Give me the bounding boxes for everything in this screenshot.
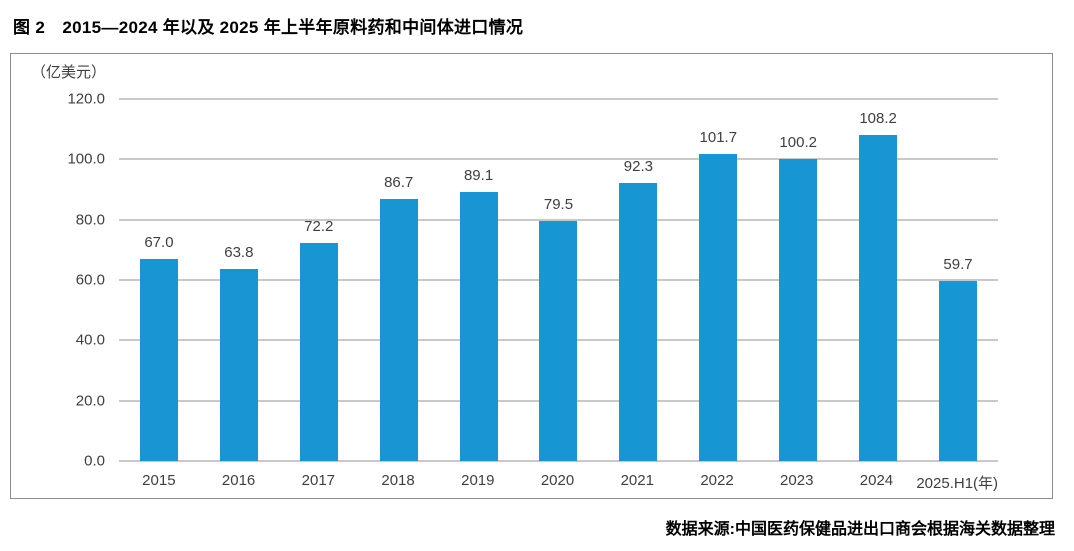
bar xyxy=(539,221,578,461)
bar-slot: 108.2 xyxy=(838,99,918,461)
x-tick-label: 2019 xyxy=(461,472,495,489)
bar xyxy=(699,154,738,461)
plot-area: 67.0 63.8 72.2 86.7 89.1 79.5 92.3 101.7 100.2 10… xyxy=(119,98,998,462)
y-tick-label: 40.0 xyxy=(75,331,105,349)
x-tick-label: 2024 xyxy=(859,472,894,489)
bar-slot: 72.2 xyxy=(279,99,359,461)
bar-slot: 101.7 xyxy=(678,99,758,461)
y-tick-label: 20.0 xyxy=(75,392,105,410)
y-axis: 0.0 20.0 40.0 60.0 80.0 100.0 120.0 xyxy=(11,91,110,470)
x-tick-label: 2025.H1(年) xyxy=(916,475,999,492)
bar-value-label: 86.7 xyxy=(384,174,414,192)
bar-value-label: 89.1 xyxy=(463,167,494,185)
bar-slot: 67.0 xyxy=(119,99,199,461)
bar xyxy=(779,158,818,461)
bar-value-label: 67.0 xyxy=(144,233,174,251)
x-tick-label: 2021 xyxy=(620,472,654,489)
gridline xyxy=(119,218,998,221)
x-tick-label: 2022 xyxy=(700,472,734,489)
y-tick-label: 100.0 xyxy=(67,150,105,168)
x-tick-label: 2023 xyxy=(780,472,814,489)
x-tick-label: 2016 xyxy=(221,472,256,489)
bar-value-label: 108.2 xyxy=(859,109,897,127)
bar xyxy=(219,268,258,461)
y-tick-label: 60.0 xyxy=(75,271,105,289)
bar xyxy=(939,280,978,461)
bar-value-label: 92.3 xyxy=(623,157,653,175)
x-tick-label: 2018 xyxy=(381,472,415,489)
bar xyxy=(619,182,658,461)
figure-title: 图 2 2015—2024 年以及 2025 年上半年原料药和中间体进口情况 xyxy=(13,18,524,37)
y-axis-unit-label: （亿美元） xyxy=(31,64,107,81)
bar xyxy=(379,199,418,461)
chart-panel: （亿美元） 0.0 20.0 40.0 60.0 80.0 100.0 120.0 67.0… xyxy=(10,53,1053,499)
bar-slot: 89.1 xyxy=(439,99,519,461)
gridline xyxy=(119,98,998,100)
bar xyxy=(859,134,898,461)
bars-row: 67.0 63.8 72.2 86.7 89.1 79.5 92.3 101.7 100.2 10… xyxy=(119,99,998,461)
x-tick-label: 2020 xyxy=(540,472,575,489)
x-axis: 2015 2016 2017 2018 2019 2020 2021 2022 2023 2024… xyxy=(119,472,998,493)
bar-value-label: 79.5 xyxy=(543,196,574,214)
bar xyxy=(299,243,338,461)
gridline xyxy=(119,460,998,462)
bar-value-label: 72.2 xyxy=(304,218,334,236)
bar-slot: 92.3 xyxy=(598,99,678,461)
bar-slot: 100.2 xyxy=(758,99,838,461)
bar-slot: 59.7 xyxy=(918,99,998,461)
bar xyxy=(139,258,178,461)
y-tick-label: 120.0 xyxy=(67,90,105,108)
bar-value-label: 100.2 xyxy=(779,133,817,151)
data-source-note: 数据来源:中国医药保健品进出口商会根据海关数据整理 xyxy=(665,521,1055,538)
bar-slot: 86.7 xyxy=(359,99,439,461)
bar-value-label: 63.8 xyxy=(224,243,254,261)
bar xyxy=(459,192,498,461)
y-tick-label: 0.0 xyxy=(84,452,105,470)
y-tick-label: 80.0 xyxy=(75,211,105,229)
bar-value-label: 59.7 xyxy=(943,255,973,273)
bar-value-label: 101.7 xyxy=(699,129,738,147)
x-tick-label: 2015 xyxy=(142,472,176,489)
gridline xyxy=(119,158,998,161)
bar-slot: 63.8 xyxy=(199,99,279,461)
bar-slot: 79.5 xyxy=(519,99,599,461)
x-tick-label: 2017 xyxy=(301,472,336,489)
